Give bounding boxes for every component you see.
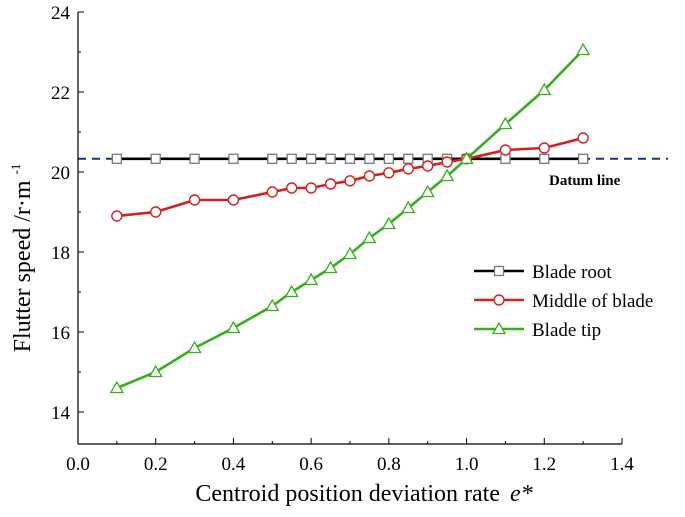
data-point	[576, 42, 591, 56]
data-point	[499, 144, 512, 156]
x-tick-label: 0.4	[222, 454, 246, 475]
data-point	[537, 82, 552, 96]
data-point	[150, 153, 161, 164]
data-point	[187, 340, 202, 354]
data-point	[364, 153, 375, 164]
y-tick-label: 22	[51, 83, 70, 104]
data-point	[402, 163, 414, 175]
legend-label: Blade tip	[532, 320, 601, 341]
legend-marker	[493, 294, 505, 306]
data-point	[325, 153, 336, 164]
series-line-2	[116, 136, 584, 218]
x-tick-label: 1.4	[610, 454, 634, 475]
data-point	[342, 246, 358, 260]
data-point	[148, 364, 163, 378]
data-point	[266, 186, 278, 198]
data-point	[324, 178, 337, 190]
axes-group	[77, 12, 622, 445]
data-point	[111, 210, 123, 222]
data-point	[267, 153, 278, 164]
x-axis-symbol: e*	[510, 481, 533, 507]
data-point	[109, 380, 124, 394]
legend-marker	[493, 265, 505, 277]
data-point	[344, 153, 356, 164]
data-point	[422, 160, 434, 172]
data-point	[189, 153, 200, 164]
data-point	[383, 153, 395, 164]
ticks-group: 0.0 0.2 0.4 0.6 0.8 1.0 1.2 1.4 14 16 18 20 22 24	[51, 3, 634, 475]
data-point	[459, 151, 474, 164]
data-point	[227, 194, 240, 206]
data-point	[539, 153, 550, 164]
data-point	[381, 216, 396, 230]
data-point	[323, 260, 338, 274]
x-tick-label: 1.2	[532, 454, 556, 475]
series-line-3	[116, 49, 585, 390]
y-axis-title: Flutter speed /r·m -1	[8, 164, 36, 353]
data-point	[111, 153, 123, 164]
data-point	[440, 168, 455, 182]
data-point	[304, 272, 319, 286]
y-tick-label: 14	[51, 403, 71, 424]
x-tick-label: 0.0	[66, 454, 90, 475]
data-point	[188, 194, 201, 206]
x-axis-title: Centroid position deviation rate e*	[195, 481, 532, 507]
y-axis-title-text: Flutter speed /r·m	[10, 180, 36, 352]
legend-label: Blade root	[532, 262, 612, 283]
data-point	[577, 132, 589, 144]
series-group	[109, 42, 591, 394]
data-point	[284, 284, 299, 298]
y-tick-label: 24	[51, 3, 71, 24]
data-point	[538, 142, 550, 154]
legend-marker	[491, 321, 507, 335]
x-tick-label: 0.8	[377, 454, 401, 475]
data-point	[362, 230, 377, 244]
data-point	[363, 170, 376, 182]
x-tick-label: 0.2	[144, 454, 168, 475]
data-point	[383, 167, 395, 179]
data-point	[226, 320, 241, 334]
data-point	[305, 182, 317, 194]
data-point	[150, 206, 162, 218]
y-tick-label: 18	[51, 243, 70, 264]
x-axis-title-text: Centroid position deviation rate	[195, 481, 500, 507]
data-point	[344, 175, 356, 187]
datum-line-label: Datum line	[549, 173, 621, 189]
data-point	[286, 182, 298, 194]
data-point	[420, 184, 435, 198]
data-point	[265, 298, 280, 312]
data-point	[286, 153, 297, 164]
x-tick-label: 1.0	[455, 454, 479, 475]
y-axis-title-superscript: -1	[8, 164, 23, 175]
data-point	[401, 200, 416, 214]
x-tick-label: 0.6	[299, 454, 323, 475]
y-tick-label: 20	[51, 163, 70, 184]
data-point	[441, 156, 453, 168]
legend-label: Middle of blade	[532, 291, 653, 312]
data-point	[498, 116, 513, 130]
legend: Blade root Middle of blade Blade tip	[474, 262, 653, 341]
data-point	[403, 153, 414, 164]
y-tick-label: 16	[51, 323, 70, 344]
data-point	[305, 153, 317, 164]
data-point	[577, 153, 589, 164]
data-point	[228, 153, 239, 164]
